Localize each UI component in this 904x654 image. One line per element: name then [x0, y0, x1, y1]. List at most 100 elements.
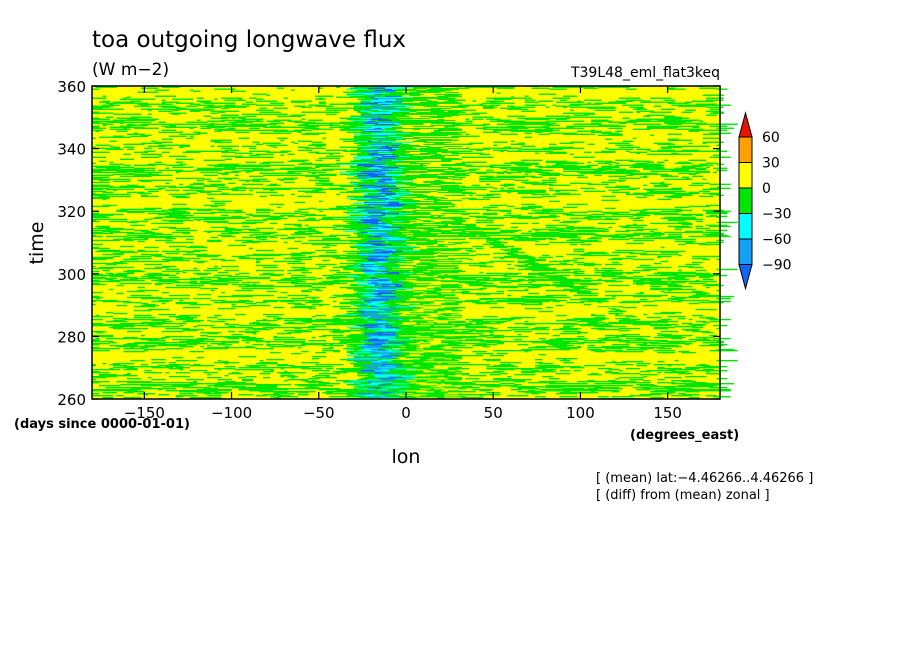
flux-cell	[385, 383, 400, 386]
flux-cell	[420, 219, 431, 222]
flux-cell	[304, 296, 320, 299]
flux-cell	[392, 396, 407, 398]
flux-cell	[531, 280, 536, 283]
flux-cell	[367, 199, 386, 202]
flux-cell	[409, 198, 414, 201]
flux-cell	[350, 227, 365, 230]
flux-cell	[433, 236, 452, 239]
flux-cell	[395, 275, 403, 278]
flux-cell	[413, 196, 428, 199]
flux-cell	[172, 257, 180, 260]
flux-cell	[133, 324, 156, 327]
flux-cell	[311, 336, 316, 339]
flux-cell	[381, 391, 393, 394]
flux-cell	[102, 388, 121, 391]
flux-cell	[364, 227, 379, 230]
flux-cell	[165, 389, 183, 392]
flux-cell	[336, 367, 358, 370]
flux-cell	[433, 234, 452, 237]
flux-cell	[210, 342, 225, 345]
flux-cell	[395, 180, 400, 183]
flux-cell	[388, 379, 393, 382]
flux-cell	[650, 170, 668, 173]
flux-cell	[625, 192, 630, 195]
flux-cell	[702, 341, 724, 344]
flux-cell	[639, 264, 651, 267]
flux-cell	[392, 264, 410, 267]
flux-cell	[290, 193, 295, 196]
flux-cell	[301, 390, 316, 393]
flux-cell	[283, 281, 299, 284]
flux-cell	[207, 373, 211, 376]
flux-cell	[161, 265, 177, 268]
flux-cell	[639, 291, 644, 294]
flux-cell	[577, 229, 592, 232]
flux-cell	[601, 298, 609, 301]
flux-cell	[402, 350, 414, 353]
flux-cell	[650, 280, 672, 283]
flux-cell	[440, 287, 459, 290]
flux-cell	[378, 206, 382, 209]
flux-cell	[440, 303, 459, 306]
flux-cell	[632, 367, 641, 370]
flux-cell	[556, 232, 574, 235]
flux-cell	[447, 369, 456, 372]
flux-cell	[381, 307, 389, 310]
flux-cell	[395, 219, 410, 222]
flux-cell	[378, 374, 382, 377]
flux-cell	[636, 283, 641, 286]
flux-cell	[346, 259, 368, 262]
flux-cell	[119, 364, 124, 367]
flux-cell	[671, 394, 679, 397]
flux-cell	[378, 299, 389, 302]
flux-cell	[263, 386, 278, 389]
flux-cell	[447, 195, 459, 198]
flux-cell	[364, 241, 375, 244]
flux-cell	[709, 294, 721, 297]
flux-cell	[706, 211, 728, 214]
flux-cell	[374, 225, 386, 228]
flux-cell	[406, 384, 421, 387]
flux-cell	[189, 350, 204, 353]
flux-cell	[182, 328, 190, 331]
flux-cell	[430, 261, 452, 264]
flux-cell	[318, 335, 327, 338]
flux-cell	[336, 205, 351, 208]
flux-cell	[507, 171, 522, 174]
flux-cell	[514, 175, 536, 178]
flux-cell	[385, 221, 400, 224]
flux-cell	[674, 217, 696, 220]
flux-cell	[608, 312, 623, 315]
flux-cell	[329, 330, 351, 333]
flux-cell	[388, 368, 407, 371]
flux-cell	[318, 254, 340, 257]
flux-cell	[573, 282, 585, 285]
flux-cell	[465, 254, 477, 257]
flux-cell	[692, 324, 696, 327]
flux-cell	[186, 251, 194, 254]
flux-cell	[406, 386, 428, 389]
flux-cell	[102, 191, 114, 194]
flux-cell	[269, 189, 274, 192]
flux-cell	[360, 325, 368, 328]
flux-cell	[608, 284, 630, 287]
flux-cell	[406, 372, 414, 375]
flux-cell	[374, 288, 396, 291]
flux-cell	[371, 192, 379, 195]
flux-cell	[256, 208, 271, 211]
flux-cell	[475, 302, 497, 305]
flux-cell	[479, 284, 497, 287]
flux-cell	[601, 345, 620, 348]
flux-cell	[360, 340, 368, 343]
flux-cell	[406, 194, 414, 197]
flux-cell	[413, 307, 421, 310]
flux-cell	[440, 385, 452, 388]
flux-cell	[420, 291, 424, 294]
flux-cell	[503, 249, 511, 252]
flux-cell	[364, 213, 382, 216]
flux-cell	[217, 230, 225, 233]
flux-cell	[406, 347, 424, 350]
flux-cell	[430, 211, 452, 214]
flux-cell	[440, 382, 445, 385]
flux-cell	[339, 301, 344, 304]
